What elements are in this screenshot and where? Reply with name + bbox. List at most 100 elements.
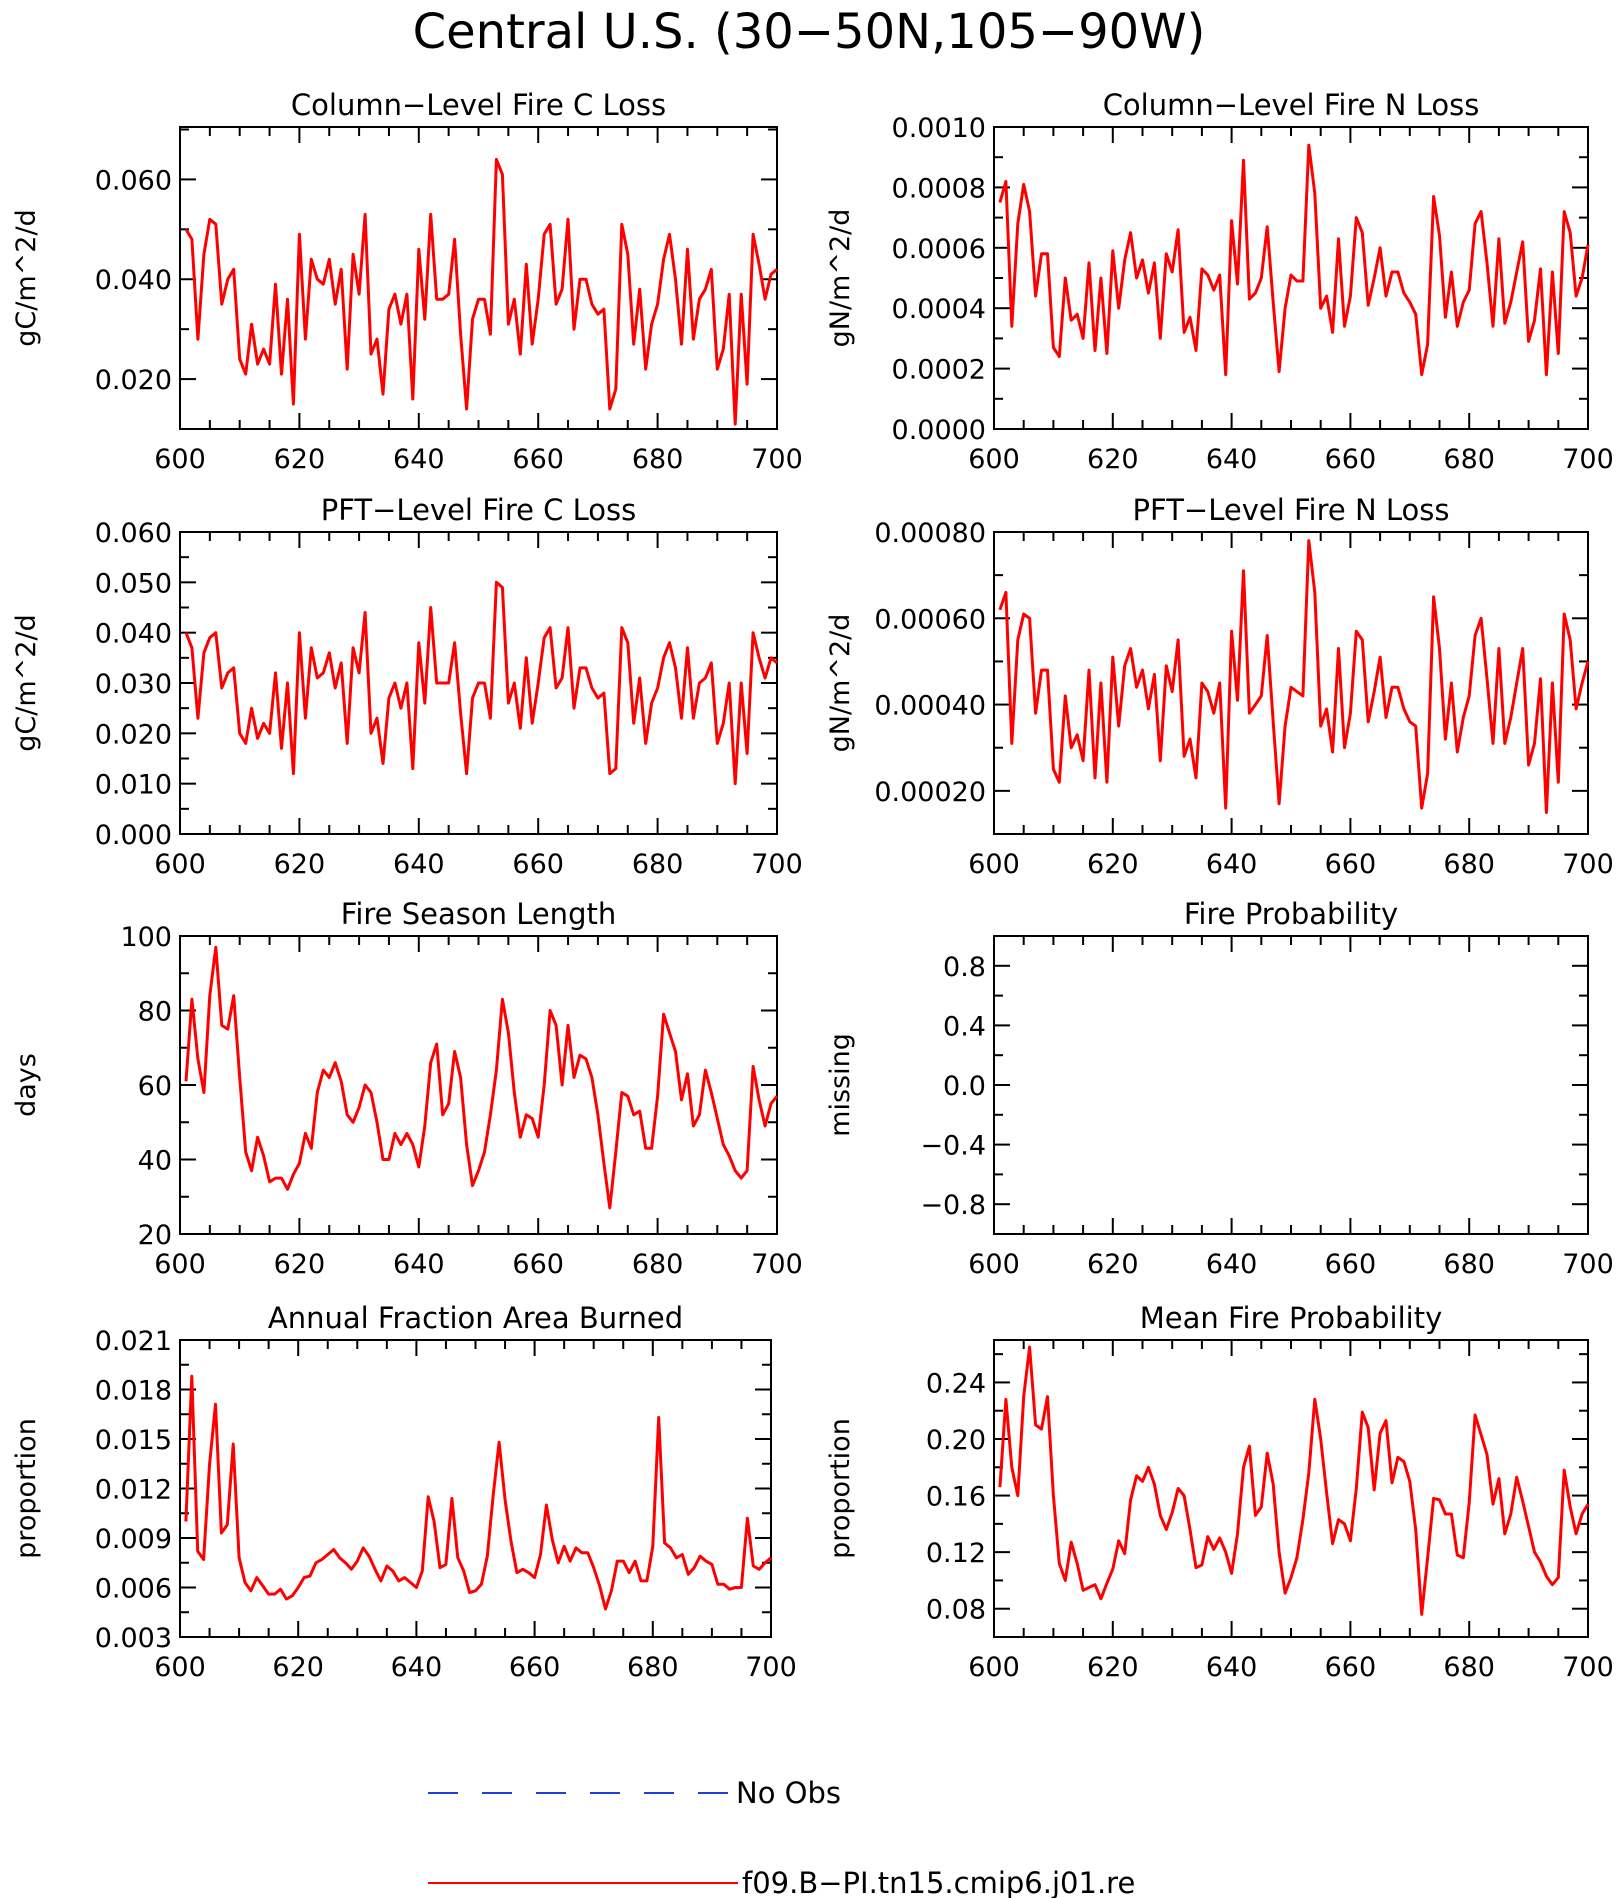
x-tick-label: 600 (154, 849, 206, 880)
y-tick-label: 0.00020 (874, 777, 986, 808)
chart-panel-0: Column−Level Fire C Loss gC/m^2/d 600 620 64… (11, 88, 803, 475)
x-tick-label: 660 (509, 1652, 561, 1683)
x-tick-label: 640 (393, 1249, 445, 1280)
panel-title: Column−Level Fire N Loss (1103, 88, 1480, 122)
y-tick-label: 0.00040 (874, 691, 986, 722)
y-tick-label: −0.8 (920, 1190, 986, 1221)
y-tick-label: 0.060 (95, 518, 172, 549)
figure-title: Central U.S. (30−50N,105−90W) (413, 4, 1206, 60)
y-tick-label: 80 (138, 997, 172, 1028)
y-tick-label: 0.040 (95, 265, 172, 296)
x-tick-label: 700 (1562, 1652, 1614, 1683)
chart-panel-2: PFT−Level Fire C Loss gC/m^2/d 600 620 640 66… (11, 493, 803, 880)
y-tick-label: 0.040 (95, 619, 172, 650)
chart-panel-5: Fire Probability missing 600 620 640 660 680 70… (825, 897, 1614, 1280)
x-tick-label: 640 (393, 444, 445, 475)
x-tick-label: 680 (632, 444, 684, 475)
x-tick-label: 700 (751, 444, 803, 475)
x-tick-label: 700 (751, 849, 803, 880)
x-tick-label: 600 (968, 1652, 1020, 1683)
y-tick-label: 0.16 (926, 1482, 986, 1513)
y-tick-label: 0.018 (95, 1376, 172, 1407)
y-tick-label: 0.0006 (892, 234, 986, 265)
y-axis-label: gN/m^2/d (825, 209, 856, 348)
x-tick-label: 620 (1087, 849, 1139, 880)
series-line (998, 143, 1590, 377)
x-tick-label: 660 (512, 444, 564, 475)
x-tick-label: 660 (512, 849, 564, 880)
x-tick-label: 600 (968, 444, 1020, 475)
y-tick-label: 0.020 (95, 719, 172, 750)
x-tick-label: 640 (393, 849, 445, 880)
x-tick-label: 700 (1562, 849, 1614, 880)
y-tick-label: 40 (138, 1146, 172, 1177)
y-tick-label: 0.24 (926, 1368, 986, 1399)
panel-title: Fire Probability (1184, 897, 1398, 931)
x-tick-label: 620 (274, 444, 326, 475)
x-tick-label: 620 (1087, 1249, 1139, 1280)
x-tick-label: 600 (968, 849, 1020, 880)
y-tick-label: −0.4 (920, 1131, 986, 1162)
series-line (998, 539, 1590, 814)
x-tick-label: 700 (1562, 1249, 1614, 1280)
y-axis-label: proportion (11, 1418, 42, 1559)
x-tick-label: 640 (391, 1652, 443, 1683)
y-tick-label: 0.020 (95, 365, 172, 396)
series-line (998, 1345, 1590, 1616)
y-tick-label: 0.4 (943, 1011, 986, 1042)
x-tick-label: 640 (1206, 1652, 1258, 1683)
x-tick-label: 680 (632, 1249, 684, 1280)
x-tick-label: 660 (1325, 444, 1377, 475)
panel-title: PFT−Level Fire C Loss (321, 493, 637, 527)
y-tick-label: 0.006 (95, 1574, 172, 1605)
y-tick-label: 0.00060 (874, 604, 986, 635)
x-tick-label: 600 (968, 1249, 1020, 1280)
legend: No Obs f09.B−PI.tn15.cmip6.j01.re (428, 1776, 1135, 1898)
y-tick-label: 0.009 (95, 1524, 172, 1555)
panel-title: Fire Season Length (341, 897, 616, 931)
y-tick-label: 60 (138, 1071, 172, 1102)
y-tick-label: 0.003 (95, 1623, 172, 1654)
x-tick-label: 680 (1443, 849, 1495, 880)
x-tick-label: 640 (1206, 1249, 1258, 1280)
x-tick-label: 680 (632, 849, 684, 880)
y-tick-label: 0.00080 (874, 518, 986, 549)
x-tick-label: 600 (154, 1249, 206, 1280)
y-tick-label: 0.0010 (892, 113, 986, 144)
y-tick-label: 0.000 (95, 820, 172, 851)
chart-panel-1: Column−Level Fire N Loss gN/m^2/d 600 620 64… (825, 88, 1614, 475)
chart-panel-4: Fire Season Length days 600 620 640 660 680 700… (11, 897, 803, 1280)
x-tick-label: 660 (1325, 849, 1377, 880)
series-line (184, 157, 778, 426)
y-tick-label: 0.20 (926, 1425, 986, 1456)
x-tick-label: 700 (751, 1249, 803, 1280)
x-tick-label: 640 (1206, 444, 1258, 475)
y-tick-label: 0.021 (95, 1326, 172, 1357)
chart-panel-7: Mean Fire Probability proportion 600 620 640… (825, 1301, 1614, 1683)
series-line (184, 1374, 772, 1611)
series-line (184, 945, 779, 1210)
y-axis-label: gN/m^2/d (825, 614, 856, 753)
y-tick-label: 100 (120, 922, 172, 953)
x-tick-label: 660 (1325, 1249, 1377, 1280)
y-tick-label: 0.030 (95, 669, 172, 700)
y-tick-label: 0.0004 (892, 294, 986, 325)
x-tick-label: 620 (274, 849, 326, 880)
y-tick-label: 20 (138, 1220, 172, 1251)
panels: Column−Level Fire C Loss gC/m^2/d 600 620 64… (11, 88, 1614, 1683)
plot-frame (993, 531, 1589, 835)
legend-label-no-obs: No Obs (736, 1776, 841, 1810)
x-tick-label: 620 (272, 1652, 324, 1683)
panel-title: PFT−Level Fire N Loss (1133, 493, 1450, 527)
panel-title: Mean Fire Probability (1140, 1301, 1443, 1335)
x-tick-label: 620 (274, 1249, 326, 1280)
y-tick-label: 0.0 (943, 1071, 986, 1102)
x-tick-label: 620 (1087, 1652, 1139, 1683)
plot-frame (179, 126, 778, 430)
y-axis-label: gC/m^2/d (11, 209, 42, 346)
chart-panel-6: Annual Fraction Area Burned proportion 600… (11, 1301, 797, 1683)
y-tick-label: 0.0008 (892, 173, 986, 204)
y-tick-label: 0.010 (95, 770, 172, 801)
y-axis-label: missing (825, 1033, 856, 1137)
y-tick-label: 0.12 (926, 1538, 986, 1569)
